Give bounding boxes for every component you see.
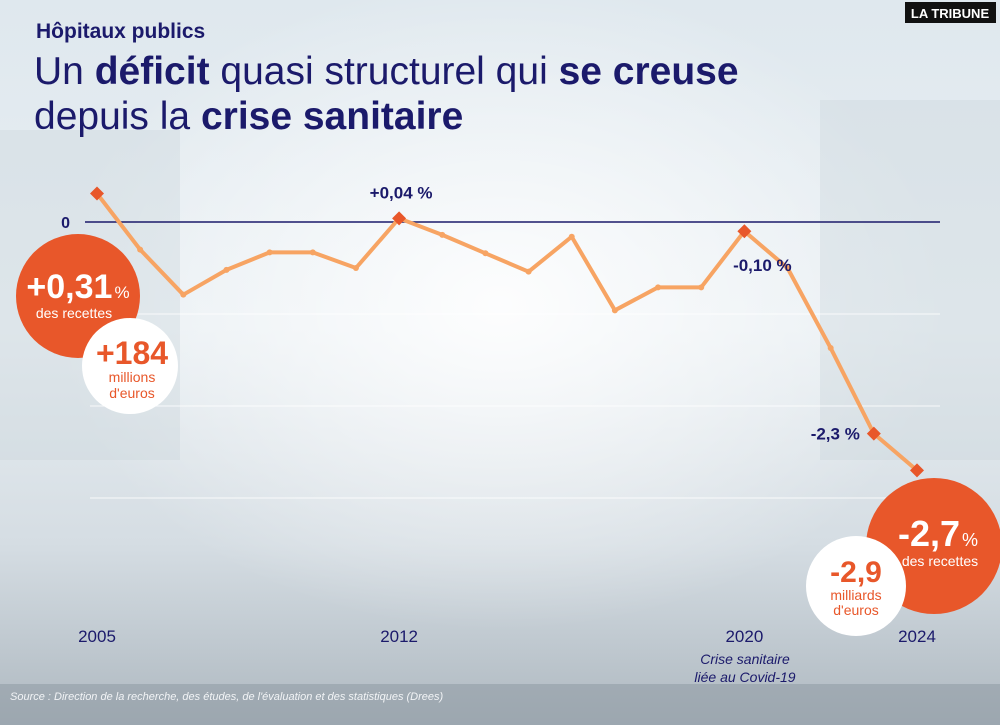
- marker: [698, 284, 705, 291]
- marker: [309, 249, 316, 256]
- bubble-text: millions: [109, 369, 156, 385]
- bubble-number: -2,9: [830, 556, 882, 589]
- marker: [392, 211, 407, 226]
- marker: [611, 307, 618, 314]
- logo-box: [905, 2, 996, 23]
- bubble-number: -2,7: [898, 513, 960, 554]
- marker: [784, 265, 791, 271]
- y-tick-label: 0: [61, 215, 70, 232]
- bubble-text: milliards: [830, 587, 881, 603]
- marker: [737, 224, 752, 239]
- kicker: Hôpitaux publics: [36, 20, 205, 43]
- plot: 0 2005 2012 2020 2024 +0,04 % -0,10 % -2,3 %: [61, 183, 940, 646]
- marker: [525, 268, 532, 275]
- bubble-unit: %: [114, 283, 129, 302]
- marker: [482, 250, 489, 257]
- x-tick-label: 2012: [380, 627, 418, 646]
- marker: [180, 291, 187, 298]
- bubble-text: d'euros: [833, 602, 878, 618]
- title-part: se creuse: [559, 50, 739, 93]
- bubble: [82, 318, 178, 414]
- marker: [352, 265, 359, 271]
- x-tick-label: 2024: [898, 627, 936, 646]
- marker: [655, 284, 662, 291]
- title-part: déficit: [95, 50, 210, 93]
- marker: [827, 345, 834, 352]
- value-label: +0,04 %: [370, 183, 433, 202]
- marker: [266, 249, 273, 256]
- bubble-text: des recettes: [36, 305, 112, 321]
- source: Source : Direction de la recherche, des …: [10, 691, 443, 703]
- bubble: [806, 536, 906, 636]
- bubble-number: +184: [96, 335, 168, 371]
- logo: LA TRIBUNE: [911, 6, 990, 21]
- title-part: quasi structurel qui: [210, 50, 559, 93]
- bubble-number: +0,31: [26, 268, 112, 306]
- annotation: Crise sanitaire: [700, 651, 790, 667]
- bubble-unit: %: [962, 530, 978, 550]
- bubble-text: d'euros: [109, 385, 154, 401]
- footer-band: [0, 684, 1000, 725]
- marker: [223, 266, 230, 273]
- marker: [866, 426, 881, 441]
- wall-right: [820, 100, 1000, 460]
- x-tick-label: 2005: [78, 627, 116, 646]
- title-part: crise sanitaire: [201, 95, 463, 138]
- value-label: -0,10 %: [733, 256, 792, 275]
- x-tick-label: 2020: [725, 627, 763, 646]
- value-label: -2,3 %: [811, 425, 860, 444]
- bubble-text: des recettes: [902, 553, 978, 569]
- marker: [439, 231, 446, 238]
- bubble-value: -2,7%: [898, 513, 978, 554]
- marker: [568, 233, 575, 240]
- marker: [137, 246, 144, 253]
- marker: [910, 463, 924, 478]
- title-part: depuis la: [34, 95, 201, 138]
- marker: [90, 186, 104, 201]
- line: [95, 192, 919, 472]
- title-part: Un: [34, 50, 95, 93]
- annotation: liée au Covid-19: [694, 669, 795, 685]
- title-line: depuis la crise sanitaire: [34, 95, 463, 138]
- bubble-value: +0,31%: [26, 268, 129, 306]
- title-line: Un déficit quasi structurel qui se creus…: [34, 50, 739, 93]
